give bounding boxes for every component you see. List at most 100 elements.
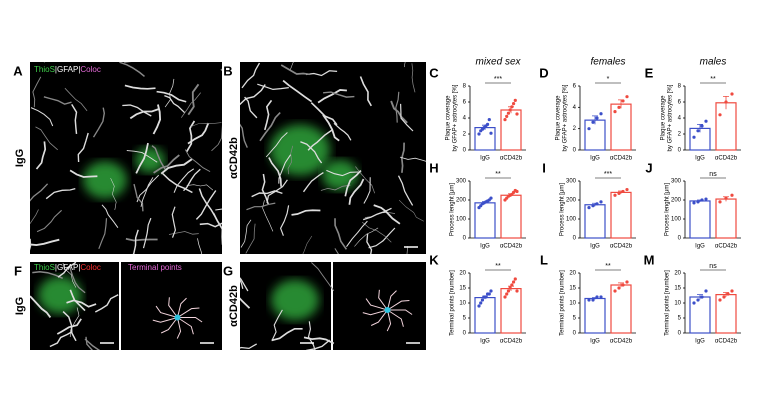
- astrocyte-process: [240, 84, 266, 106]
- astrocyte-process: [344, 170, 362, 197]
- y-tick-label: 0: [678, 331, 682, 337]
- data-point: [591, 204, 595, 208]
- astrocyte-process: [305, 70, 338, 77]
- data-point: [625, 95, 629, 99]
- y-tick-label: 10: [459, 301, 466, 307]
- y-tick-label: 8: [463, 84, 467, 90]
- bar: [500, 194, 522, 239]
- astrocyte-process: [164, 78, 175, 108]
- astrocyte-process: [195, 190, 217, 220]
- y-axis-label: Plaque coverage: [446, 95, 452, 141]
- traced-astrocyte: [152, 297, 203, 339]
- stain-label: ThioS: [34, 65, 55, 74]
- trace: [387, 299, 410, 311]
- astrocyte-process: [43, 62, 45, 63]
- y-tick-label: 6: [573, 84, 577, 90]
- trace: [386, 309, 392, 332]
- bar: [474, 126, 496, 151]
- astrocyte-process: [36, 209, 62, 233]
- astrocyte-process: [132, 229, 139, 254]
- astrocyte-process: [355, 166, 376, 194]
- astrocyte-process: [264, 99, 273, 131]
- significance-label: ns: [709, 171, 717, 178]
- astrocyte-process: [359, 76, 372, 107]
- data-point: [696, 200, 700, 204]
- data-point: [506, 111, 511, 115]
- y-tick-label: 200: [566, 198, 577, 204]
- astrocyte-process: [152, 104, 162, 135]
- row-label: αCD42b: [228, 137, 240, 179]
- astrocyte-process: [261, 173, 270, 205]
- astrocyte-process: [56, 318, 82, 335]
- bar: [584, 119, 606, 151]
- y-tick-label: 0: [573, 236, 577, 242]
- data-point: [503, 295, 507, 299]
- data-point: [700, 295, 704, 299]
- astrocyte-process: [373, 204, 401, 225]
- astrocyte-process: [240, 343, 258, 350]
- y-tick-label: 0: [463, 148, 467, 154]
- y-axis-label: by GFAP+ astrocytes [%]: [563, 84, 569, 151]
- stain-label: Coloc: [80, 263, 100, 272]
- data-point: [489, 131, 493, 135]
- astrocyte-process: [289, 62, 294, 71]
- astrocyte-process: [140, 177, 154, 207]
- x-tick-label: IgG: [695, 339, 705, 345]
- astrocyte-process: [279, 205, 290, 236]
- astrocyte-process: [190, 122, 222, 127]
- astrocyte-process: [198, 188, 216, 217]
- x-tick-label: αCD42b: [500, 244, 523, 250]
- astrocyte-process: [291, 209, 321, 216]
- y-axis-label: Process lenght [μm]: [450, 183, 456, 236]
- data-point: [621, 189, 625, 194]
- astrocyte-process: [280, 64, 310, 76]
- y-tick-label: 4: [463, 116, 467, 122]
- x-tick-label: IgG: [480, 156, 490, 162]
- astrocyte-process: [302, 172, 324, 193]
- micrograph-texture: [240, 62, 426, 254]
- column-title: males: [700, 57, 727, 68]
- astrocyte-process: [122, 104, 152, 117]
- astrocyte-process: [211, 125, 222, 152]
- x-tick-label: αCD42b: [500, 339, 523, 345]
- y-tick-label: 100: [456, 217, 467, 223]
- data-point: [487, 118, 491, 122]
- significance-label: *: [607, 76, 610, 83]
- astrocyte-process: [185, 120, 196, 153]
- astrocyte-process: [240, 277, 249, 292]
- data-point: [692, 135, 696, 139]
- x-tick-label: αCD42b: [715, 339, 738, 345]
- x-tick-label: αCD42b: [715, 156, 738, 162]
- bar: [584, 297, 606, 334]
- y-tick-label: 4: [573, 105, 577, 111]
- soma: [384, 307, 391, 313]
- data-point: [513, 277, 517, 281]
- astrocyte-process: [399, 156, 426, 162]
- y-tick-label: 10: [569, 301, 576, 307]
- astrocyte-process: [215, 208, 222, 211]
- trace: [365, 298, 388, 311]
- micrograph-texture: [30, 262, 119, 350]
- y-tick-label: 100: [566, 217, 577, 223]
- y-tick-label: 100: [671, 217, 682, 223]
- astrocyte-process: [400, 103, 414, 132]
- y-tick-label: 300: [566, 179, 577, 185]
- y-tick-label: 20: [459, 271, 466, 277]
- y-tick-label: 0: [463, 236, 467, 242]
- row-label: IgG: [14, 149, 26, 167]
- astrocyte-process: [30, 107, 54, 127]
- astrocyte-process: [92, 107, 106, 138]
- data-point: [487, 292, 491, 296]
- y-tick-label: 0: [573, 331, 577, 337]
- astrocyte-process: [197, 238, 202, 254]
- trace: [176, 317, 182, 339]
- panel-letter: C: [429, 65, 439, 80]
- astrocyte-process: [71, 104, 78, 134]
- astrocyte-process: [123, 62, 132, 64]
- separator: |: [78, 263, 80, 272]
- data-point: [724, 196, 728, 200]
- plaque: [38, 276, 82, 314]
- separator: |: [55, 65, 57, 74]
- astrocyte-process: [398, 199, 424, 222]
- data-point: [692, 301, 696, 305]
